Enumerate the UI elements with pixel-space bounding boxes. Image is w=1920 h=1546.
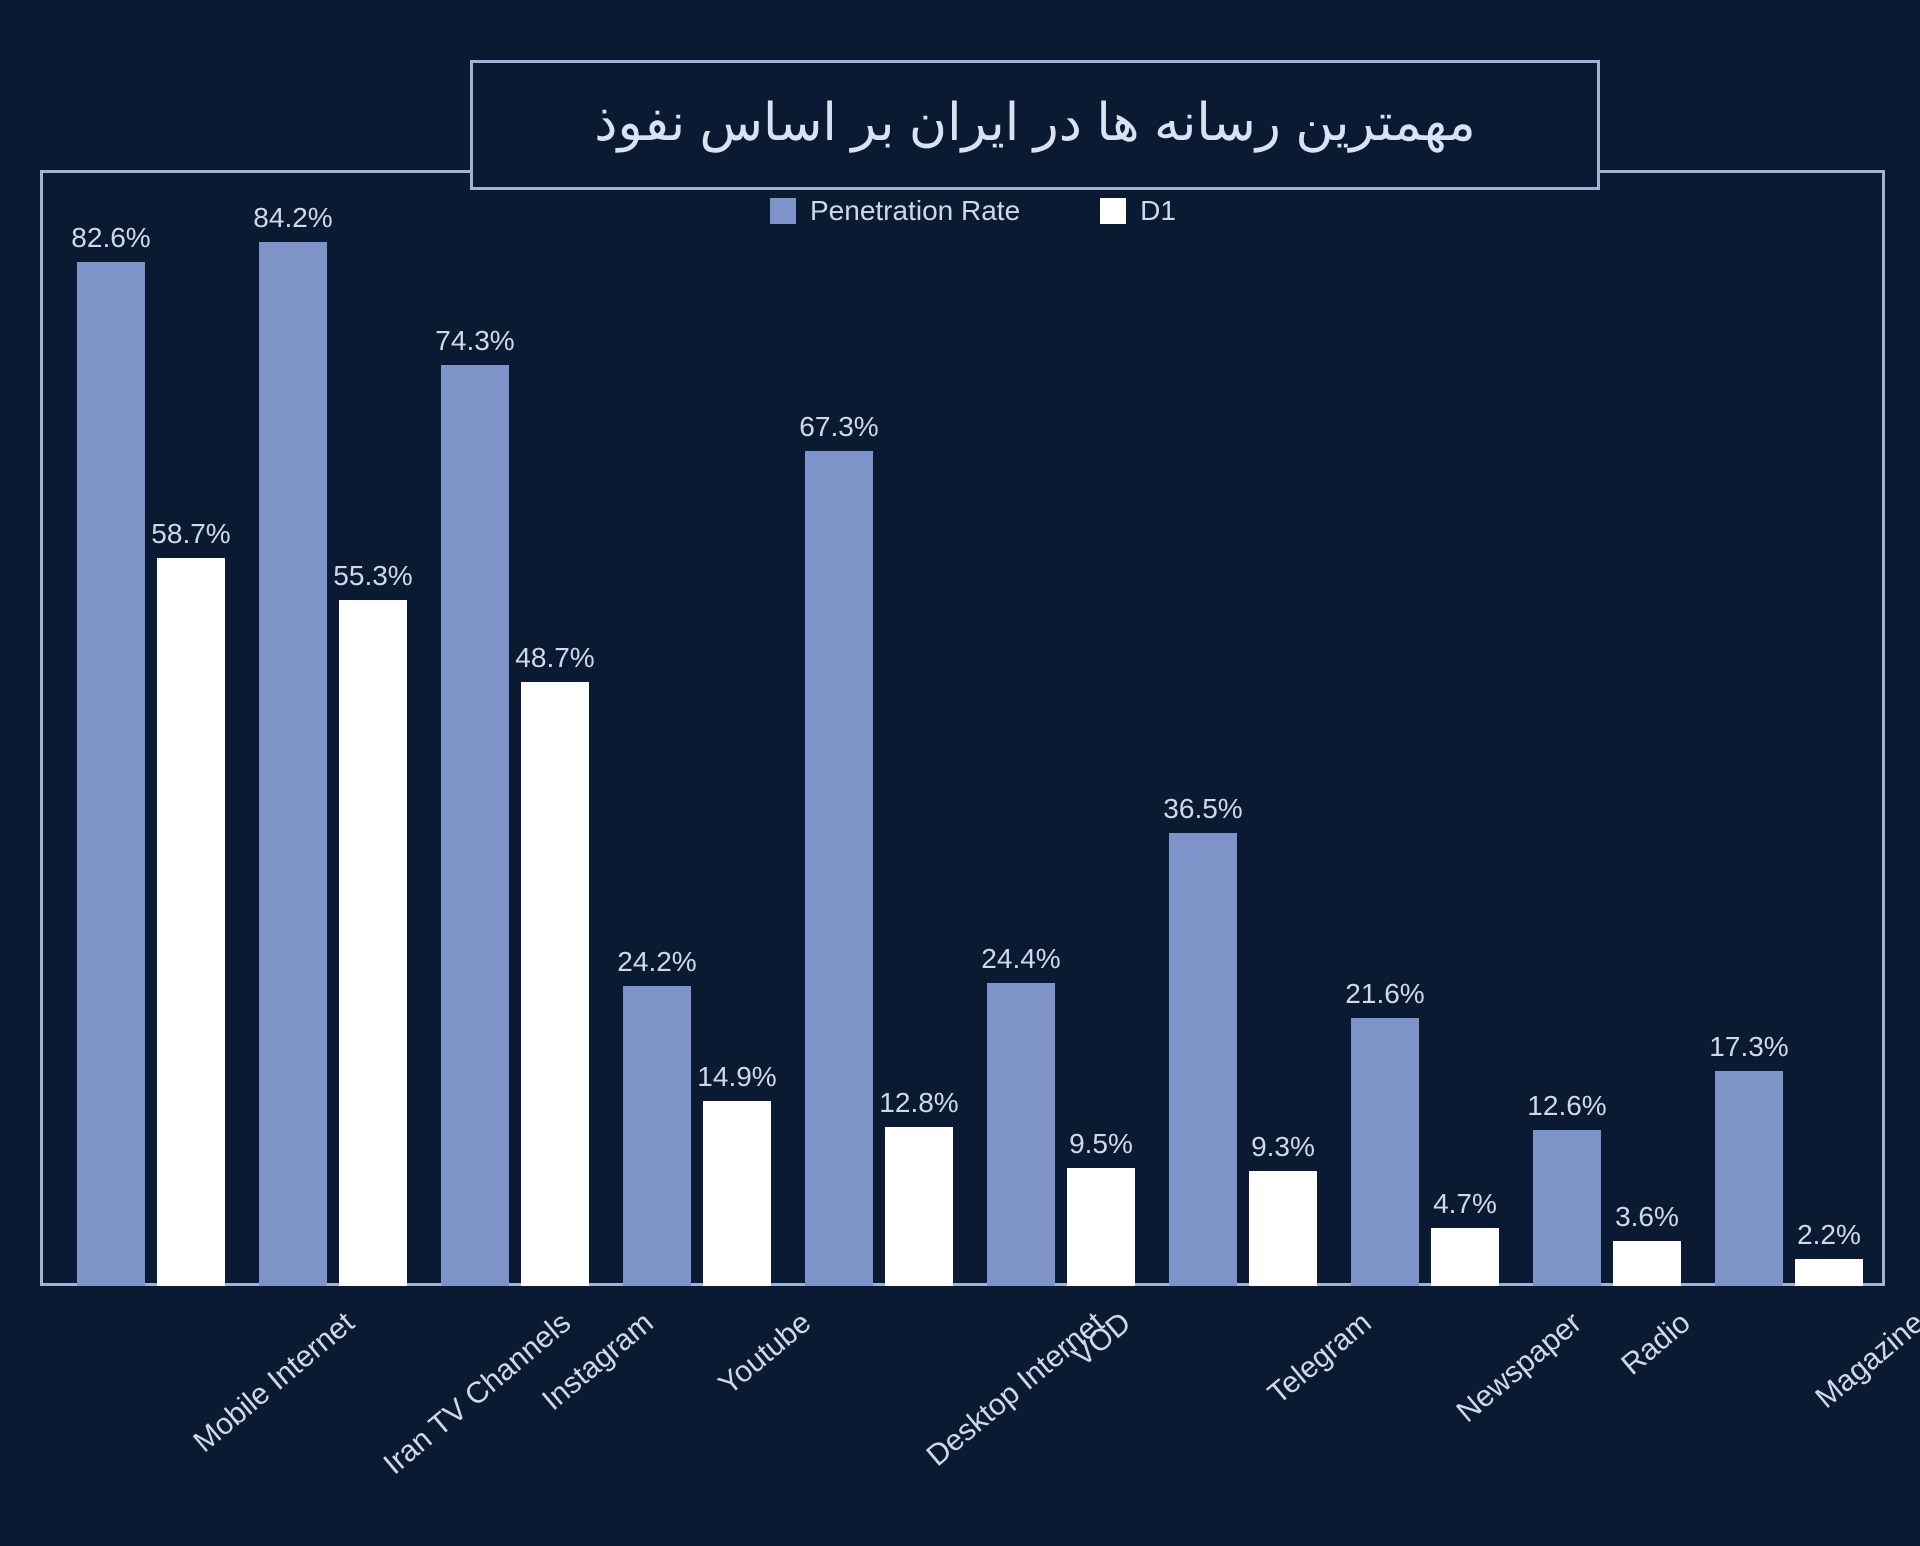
bar-value-penetration: 82.6% [41, 222, 181, 254]
bar-d1 [1613, 1241, 1681, 1286]
bar-value-penetration: 74.3% [405, 325, 545, 357]
bar-d1 [1067, 1168, 1135, 1286]
bar-group: 21.6%4.7% [1334, 170, 1516, 1286]
x-axis-label: Desktop Internet [920, 1306, 1110, 1474]
bar-value-d1: 12.8% [849, 1087, 989, 1119]
bar-value-d1: 2.2% [1759, 1219, 1899, 1251]
bar-group: 67.3%12.8% [788, 170, 970, 1286]
bar-value-penetration: 21.6% [1315, 978, 1455, 1010]
bar-value-penetration: 67.3% [769, 411, 909, 443]
bars-area: 82.6%58.7%84.2%55.3%74.3%48.7%24.2%14.9%… [60, 170, 1880, 1286]
bar-group: 36.5%9.3% [1152, 170, 1334, 1286]
x-axis-label: Youtube [713, 1306, 818, 1402]
bar-penetration [441, 365, 509, 1286]
bar-d1 [1249, 1171, 1317, 1286]
x-axis-label: Telegram [1262, 1306, 1378, 1411]
bar-value-d1: 55.3% [303, 560, 443, 592]
x-axis-label: Magazine [1809, 1306, 1920, 1416]
bar-penetration [259, 242, 327, 1286]
bar-value-penetration: 12.6% [1497, 1090, 1637, 1122]
bar-d1 [157, 558, 225, 1286]
bar-group: 84.2%55.3% [242, 170, 424, 1286]
bar-d1 [703, 1101, 771, 1286]
bar-d1 [339, 600, 407, 1286]
bar-value-penetration: 24.2% [587, 946, 727, 978]
bar-d1 [521, 682, 589, 1286]
bar-penetration [623, 986, 691, 1286]
bar-group: 17.3%2.2% [1698, 170, 1880, 1286]
bar-group: 24.4%9.5% [970, 170, 1152, 1286]
bar-group: 24.2%14.9% [606, 170, 788, 1286]
x-axis-label: Mobile Internet [187, 1306, 361, 1460]
x-axis-labels: Mobile InternetIran TV ChannelsInstagram… [60, 1306, 1880, 1546]
bar-value-d1: 14.9% [667, 1061, 807, 1093]
bar-d1 [885, 1127, 953, 1286]
bar-group: 82.6%58.7% [60, 170, 242, 1286]
bar-value-penetration: 24.4% [951, 943, 1091, 975]
bar-penetration [1351, 1018, 1419, 1286]
bar-penetration [805, 451, 873, 1286]
x-axis-label: Radio [1615, 1306, 1697, 1382]
bar-group: 12.6%3.6% [1516, 170, 1698, 1286]
bar-value-d1: 48.7% [485, 642, 625, 674]
bar-d1 [1431, 1228, 1499, 1286]
x-axis-label: Newspaper [1451, 1306, 1589, 1430]
bar-penetration [77, 262, 145, 1286]
chart-stage: مهمترین رسانه ها در ایران بر اساس نفوذ P… [0, 0, 1920, 1546]
bar-penetration [1715, 1071, 1783, 1286]
bar-group: 74.3%48.7% [424, 170, 606, 1286]
bar-value-penetration: 84.2% [223, 202, 363, 234]
bar-value-penetration: 36.5% [1133, 793, 1273, 825]
bar-value-d1: 4.7% [1395, 1188, 1535, 1220]
bar-value-d1: 58.7% [121, 518, 261, 550]
chart-title: مهمترین رسانه ها در ایران بر اساس نفوذ [594, 94, 1475, 152]
bar-penetration [1169, 833, 1237, 1286]
bar-value-d1: 3.6% [1577, 1201, 1717, 1233]
bar-value-d1: 9.3% [1213, 1131, 1353, 1163]
bar-value-penetration: 17.3% [1679, 1031, 1819, 1063]
bar-d1 [1795, 1259, 1863, 1286]
bar-value-d1: 9.5% [1031, 1128, 1171, 1160]
